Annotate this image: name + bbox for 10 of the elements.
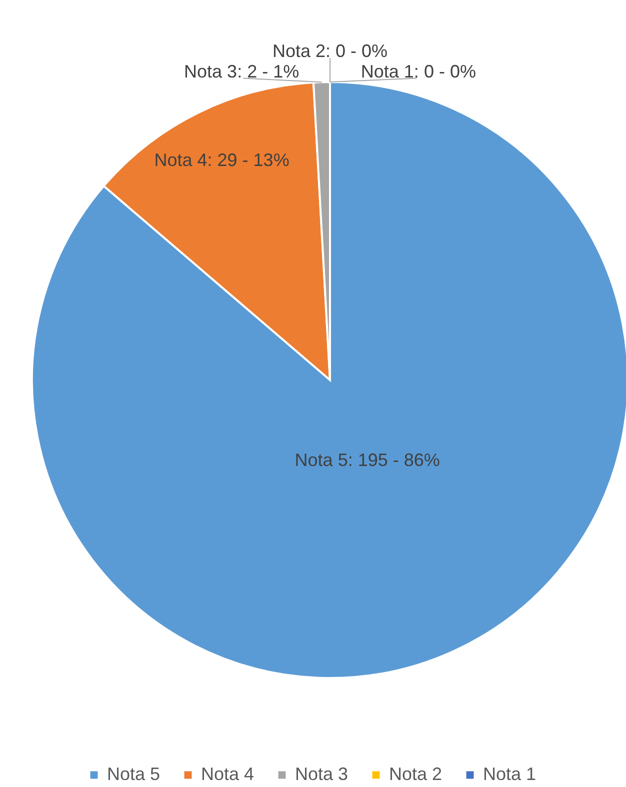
legend-label: Nota 2 — [389, 764, 442, 784]
text: Nota 1: 0 - 0% — [360, 61, 476, 82]
legend-label: Nota 1 — [483, 764, 536, 784]
data-label: Nota 3: 2 - 1% — [184, 61, 300, 82]
text: Nota 2: 0 - 0% — [272, 41, 388, 61]
data-label: Nota 4: 29 - 13% — [154, 150, 290, 170]
data-label: Nota 5: 195 - 86% — [294, 450, 440, 470]
legend-label: Nota 4 — [201, 764, 254, 784]
legend-label: Nota 3 — [295, 764, 348, 784]
legend-label: Nota 5 — [107, 764, 160, 784]
